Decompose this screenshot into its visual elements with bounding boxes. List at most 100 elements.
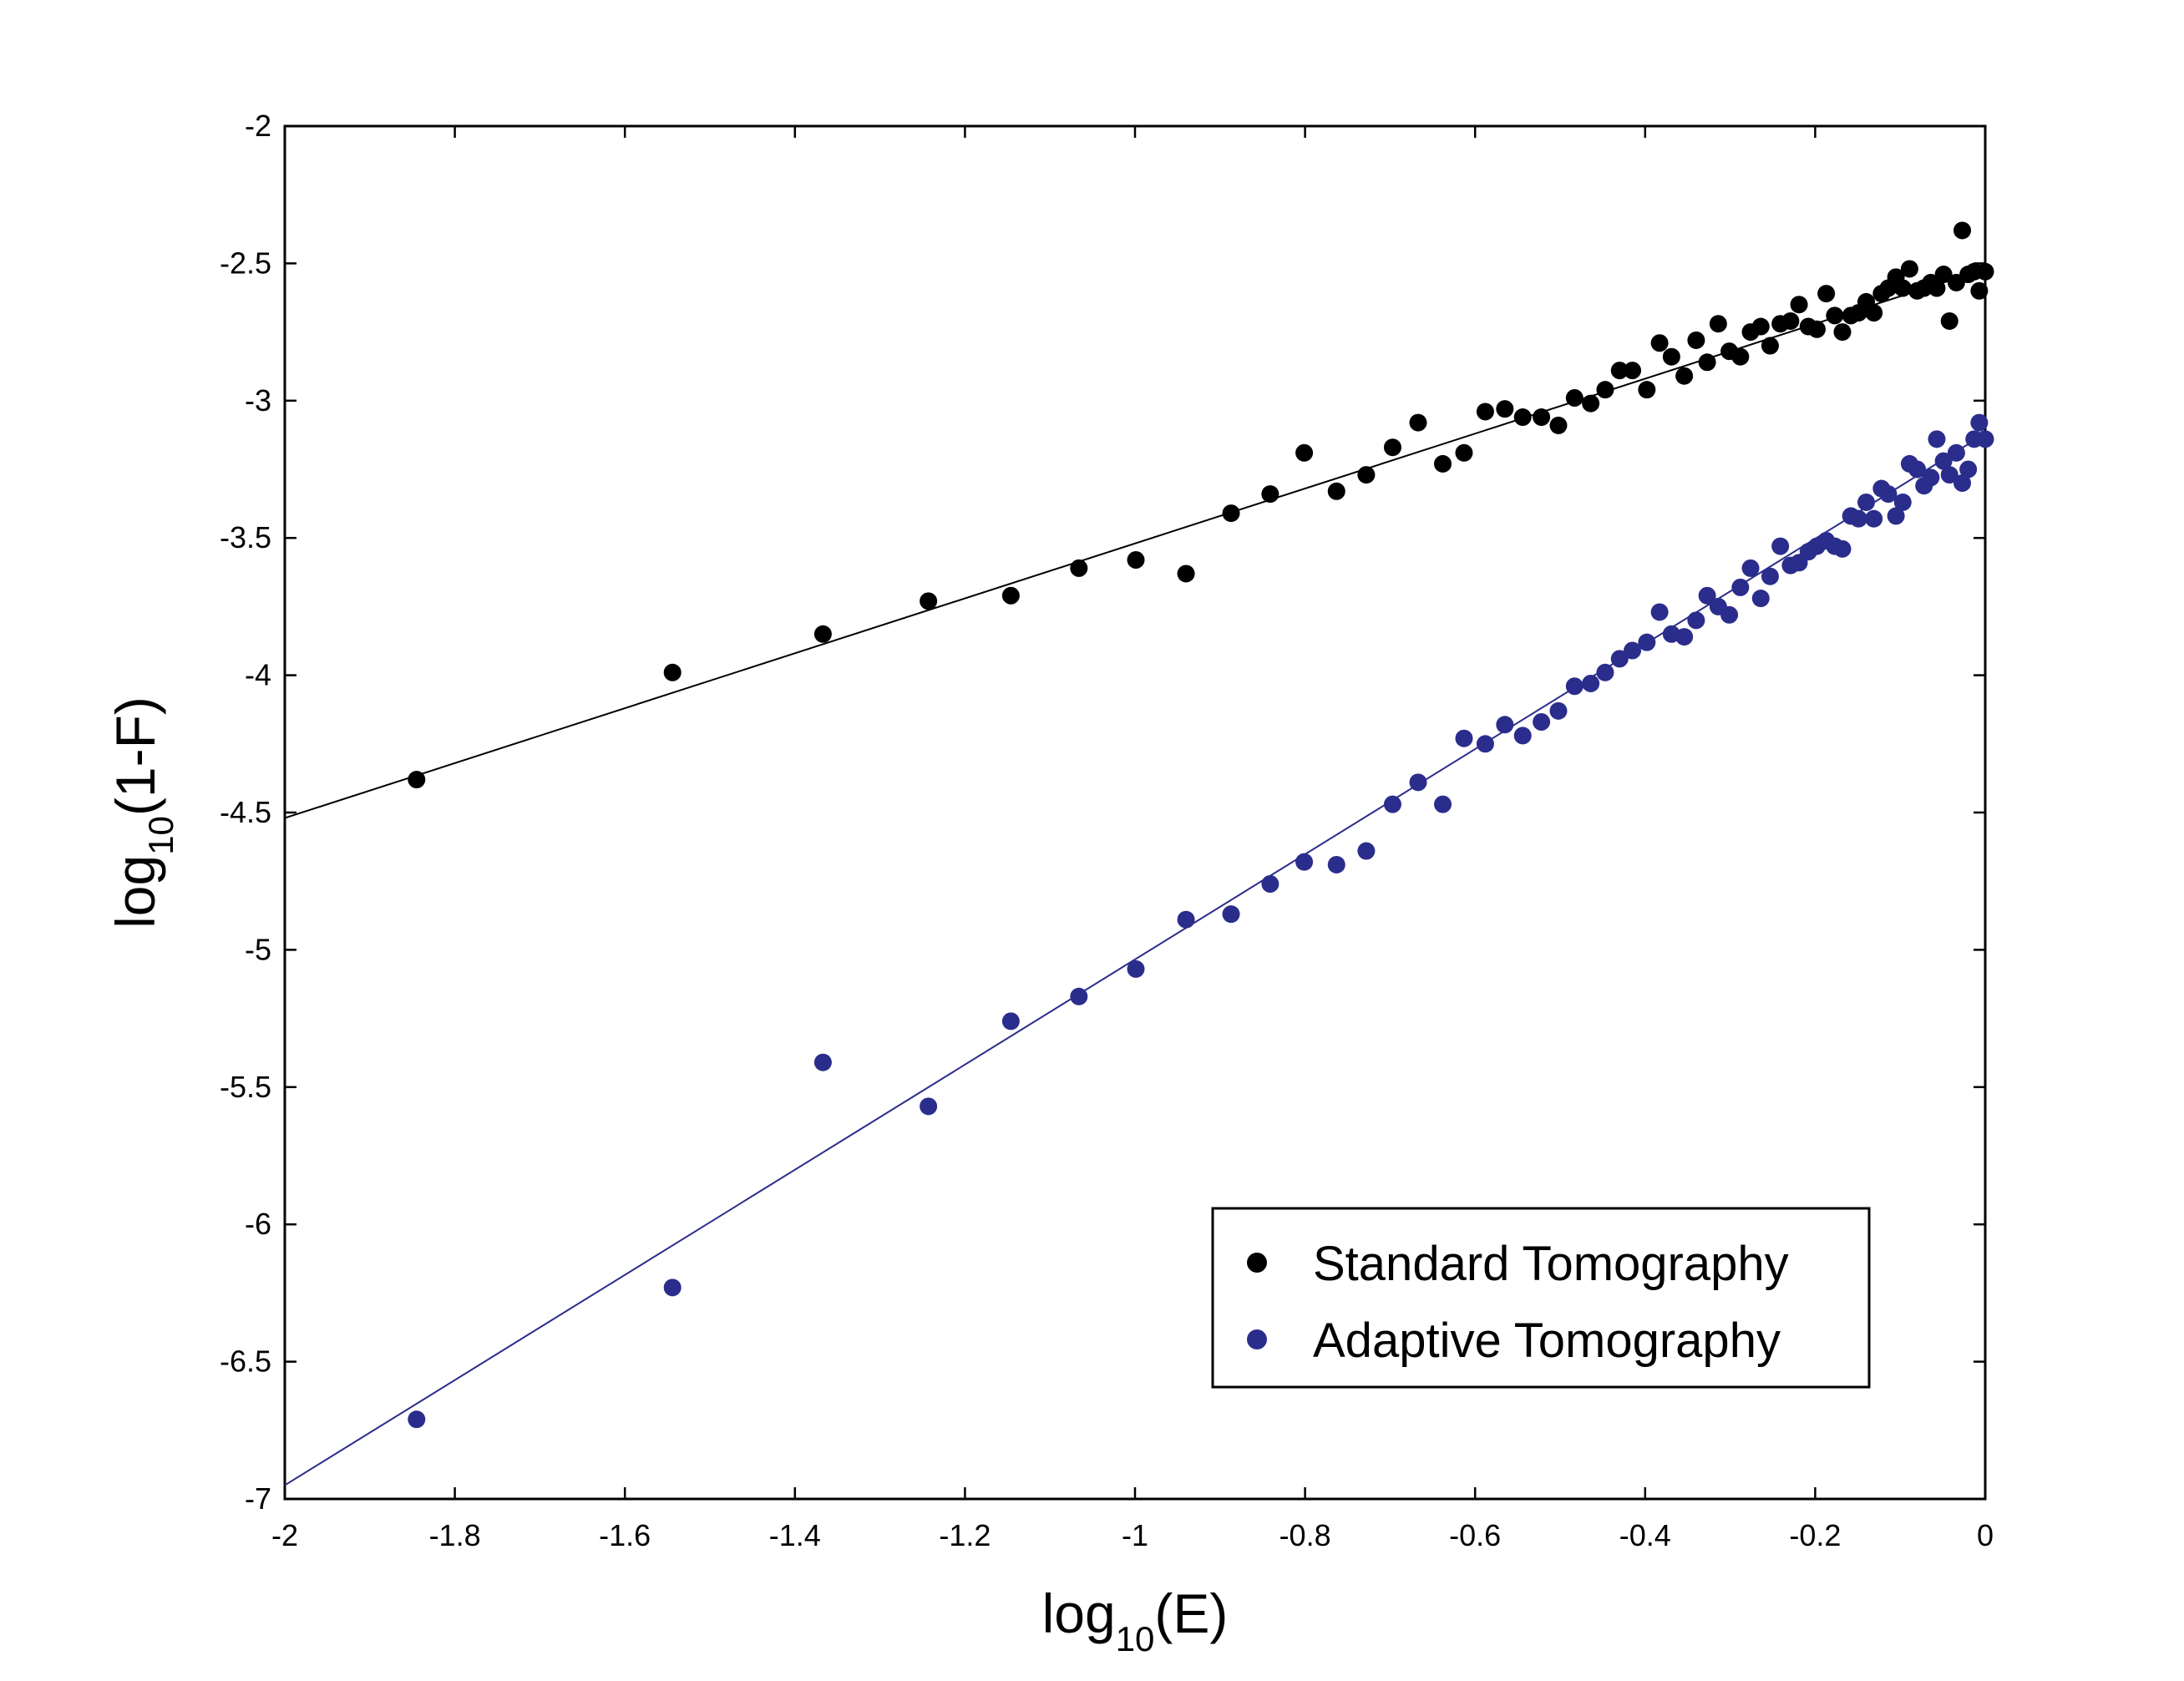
point-standard: [1476, 403, 1494, 421]
x-axis-label-suffix: (E): [1154, 1582, 1228, 1644]
point-standard: [1650, 334, 1669, 352]
point-standard: [1817, 285, 1836, 303]
point-adaptive: [1610, 650, 1629, 668]
point-adaptive: [1127, 959, 1145, 978]
x-axis-label-sub: 10: [1116, 1619, 1155, 1658]
point-adaptive: [1934, 452, 1953, 470]
point-standard: [920, 592, 938, 610]
y-tick-label: -5.5: [220, 1070, 271, 1104]
point-standard: [1928, 279, 1946, 297]
point-standard: [1751, 317, 1770, 336]
point-standard: [1455, 443, 1473, 462]
y-axis-label-prefix: log: [104, 855, 166, 929]
point-adaptive: [1879, 485, 1898, 504]
point-adaptive: [1177, 910, 1195, 929]
point-standard: [1222, 504, 1240, 523]
point-standard: [408, 771, 426, 789]
point-adaptive: [813, 1053, 832, 1071]
point-adaptive: [1857, 493, 1875, 511]
y-axis-label-suffix: (1-F): [104, 696, 166, 816]
x-tick-label: -1.6: [599, 1518, 651, 1552]
point-standard: [1513, 408, 1532, 427]
point-standard: [1496, 400, 1514, 418]
x-tick-label: -2: [271, 1518, 298, 1552]
x-tick-label: -0.2: [1789, 1518, 1841, 1552]
y-tick-label: -4.5: [220, 795, 271, 829]
point-adaptive: [1865, 509, 1883, 528]
point-adaptive: [1731, 578, 1750, 596]
y-axis-label: log10(1-F): [104, 696, 180, 929]
legend: Standard Tomography Adaptive Tomography: [1211, 1207, 1871, 1389]
point-standard: [1731, 347, 1750, 366]
point-standard: [1638, 381, 1656, 399]
point-standard: [1582, 394, 1600, 413]
point-standard: [1675, 367, 1694, 385]
y-tick-label: -4: [245, 658, 271, 692]
x-tick-label: -1.4: [769, 1518, 821, 1552]
y-tick-labels: -2 -2.5 -3 -3.5 -4 -4.5 -5 -5.5 -6 -6.5 -7: [220, 109, 271, 1516]
legend-box: [1211, 1207, 1871, 1389]
point-adaptive: [1887, 507, 1905, 525]
point-standard: [1177, 565, 1195, 583]
point-adaptive: [1434, 795, 1452, 813]
point-adaptive: [1357, 842, 1376, 860]
point-adaptive: [1261, 874, 1279, 893]
point-standard: [1357, 466, 1376, 484]
point-adaptive: [1383, 795, 1401, 813]
legend-marker-standard: [1247, 1253, 1267, 1273]
y-tick-label: -5: [245, 932, 271, 966]
point-standard: [1533, 408, 1551, 427]
y-tick-label: -7: [245, 1481, 271, 1516]
point-adaptive: [1675, 628, 1694, 646]
point-standard: [1761, 337, 1779, 355]
point-standard: [813, 625, 832, 643]
point-adaptive: [1650, 603, 1669, 621]
point-standard: [1865, 304, 1883, 322]
y-tick-label: -6: [245, 1207, 271, 1241]
point-standard: [1549, 416, 1568, 434]
point-standard: [1001, 586, 1020, 605]
point-standard: [1900, 260, 1918, 278]
x-axis-label-prefix: log: [1042, 1582, 1116, 1644]
point-adaptive: [1771, 537, 1790, 555]
point-adaptive: [1833, 539, 1852, 558]
point-adaptive: [1849, 509, 1867, 528]
point-adaptive: [1922, 468, 1940, 487]
point-standard: [1940, 311, 1959, 330]
point-adaptive: [1928, 430, 1946, 448]
point-standard: [1434, 454, 1452, 473]
point-adaptive: [1222, 905, 1240, 924]
data-points: [408, 221, 1994, 1429]
point-adaptive: [1698, 586, 1716, 605]
point-adaptive: [1751, 590, 1770, 608]
point-adaptive: [1476, 735, 1494, 753]
x-tick-label: -1.2: [939, 1518, 991, 1552]
legend-marker-adaptive: [1247, 1329, 1267, 1349]
point-adaptive: [1761, 567, 1779, 585]
point-standard: [1596, 381, 1614, 399]
point-adaptive: [1549, 701, 1568, 720]
y-tick-label: -3: [245, 383, 271, 418]
point-adaptive: [1295, 853, 1314, 871]
x-axis-label: log10(E): [1042, 1582, 1229, 1658]
y-tick-label: -2.5: [220, 246, 271, 280]
point-adaptive: [1638, 633, 1656, 651]
point-adaptive: [1908, 460, 1927, 478]
point-standard: [1261, 485, 1279, 504]
point-standard: [1970, 281, 1989, 300]
point-adaptive: [1624, 641, 1642, 660]
point-standard: [1709, 315, 1727, 333]
point-adaptive: [1687, 611, 1705, 630]
point-adaptive: [1582, 674, 1600, 692]
point-standard: [1807, 320, 1826, 338]
x-tick-label: 0: [1977, 1518, 1994, 1552]
point-standard: [1934, 266, 1953, 284]
axis-ticks: [283, 124, 1987, 1501]
point-adaptive: [1959, 460, 1978, 478]
x-tick-label: -1.8: [429, 1518, 481, 1552]
point-standard: [1610, 362, 1629, 380]
point-adaptive: [1455, 729, 1473, 747]
y-tick-label: -6.5: [220, 1344, 271, 1379]
point-standard: [1893, 279, 1912, 297]
